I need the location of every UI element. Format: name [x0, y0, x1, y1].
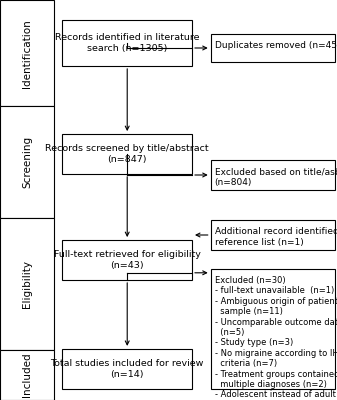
- Text: Excluded based on title/asbstract
(n=804): Excluded based on title/asbstract (n=804…: [215, 167, 337, 186]
- Bar: [211, 269, 335, 389]
- Bar: [62, 349, 192, 389]
- Text: Duplicates removed (n=458): Duplicates removed (n=458): [215, 41, 337, 50]
- Bar: [62, 134, 192, 174]
- Bar: [62, 20, 192, 66]
- Text: Full-text retrieved for eligibility
(n=43): Full-text retrieved for eligibility (n=4…: [54, 250, 201, 270]
- Text: Identification: Identification: [22, 20, 32, 88]
- Bar: [62, 240, 192, 280]
- Text: Records screened by title/abstract
(n=847): Records screened by title/abstract (n=84…: [45, 144, 209, 164]
- Text: Excluded (n=30)
- full-text unavailable  (n=1)
- Ambiguous origin of patient
  s: Excluded (n=30) - full-text unavailable …: [215, 276, 337, 399]
- Text: Eligibility: Eligibility: [22, 260, 32, 308]
- Text: Additional record identified from
reference list (n=1): Additional record identified from refere…: [215, 227, 337, 246]
- Bar: [0, 106, 54, 218]
- Bar: [211, 160, 335, 190]
- Bar: [0, 218, 54, 350]
- Bar: [0, 350, 54, 400]
- Bar: [0, 0, 54, 106]
- Text: Records identified in literature
search (n=1305): Records identified in literature search …: [55, 33, 200, 53]
- Text: Included: Included: [22, 352, 32, 397]
- Text: Screening: Screening: [22, 136, 32, 188]
- Bar: [211, 34, 335, 62]
- Text: Total studies included for review
(n=14): Total studies included for review (n=14): [51, 359, 204, 378]
- Bar: [211, 220, 335, 250]
